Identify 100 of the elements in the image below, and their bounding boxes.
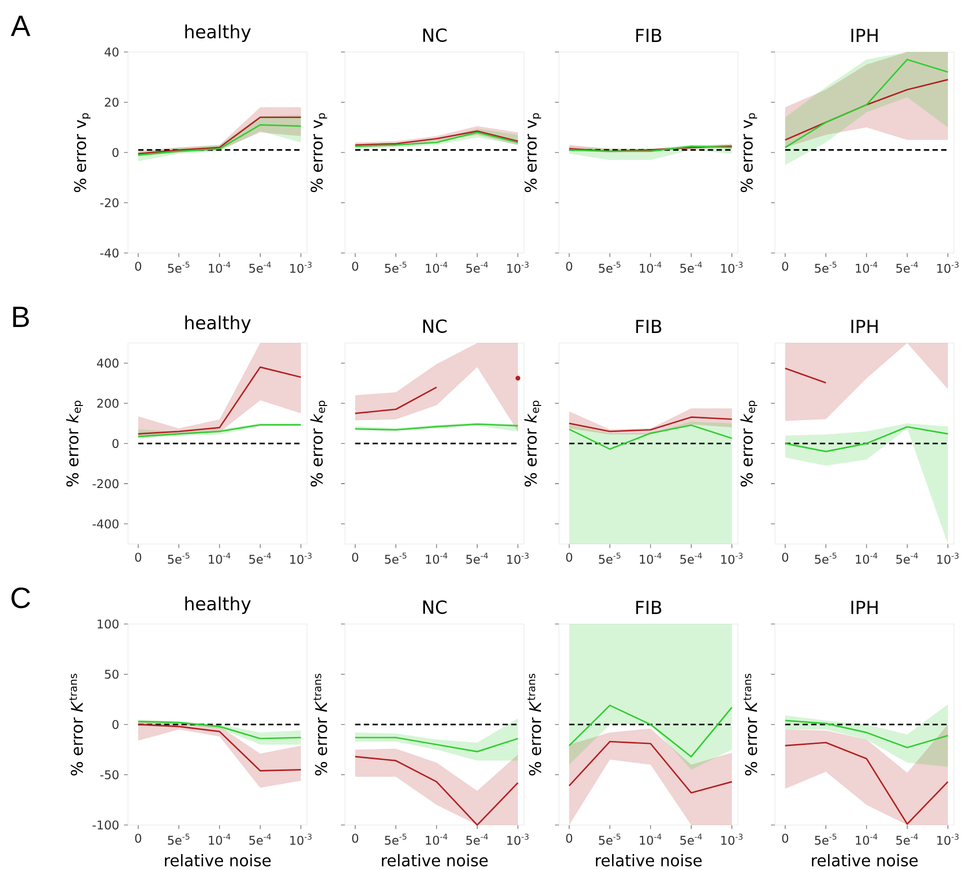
- x-tick-label: 5e$^{-4}$: [466, 552, 488, 564]
- x-tick-label: 10$^{-3}$: [507, 834, 529, 845]
- chart-title: NC: [423, 600, 447, 614]
- line-series: [137, 124, 302, 156]
- x-tick-label: 10$^{-3}$: [937, 262, 959, 273]
- x-tick-label: 10$^{-3}$: [721, 834, 743, 845]
- y-tick-label: -40: [100, 248, 118, 258]
- x-tick-label: 0: [782, 834, 788, 843]
- chart-title: IPH: [851, 320, 878, 333]
- x-tick-label: 0: [782, 552, 788, 562]
- y-axis-title: % error K$^{trans}$: [528, 674, 542, 776]
- x-tick-label: 5e$^{-5}$: [814, 834, 836, 845]
- text: C: [12, 587, 30, 608]
- x-tick-label: 5e$^{-4}$: [896, 552, 918, 564]
- chart-title: healthy: [185, 316, 251, 333]
- x-tick-label: 0: [566, 552, 572, 562]
- x-tick-label: 0: [566, 834, 572, 843]
- x-tick-label: 10$^{-4}$: [208, 834, 230, 845]
- x-tick-label: 5e$^{-5}$: [168, 262, 190, 273]
- line-series: [137, 116, 302, 154]
- line-series: [137, 720, 302, 740]
- x-tick-label: 10$^{-4}$: [640, 552, 662, 564]
- chart-title: NC: [423, 319, 447, 333]
- chart-title: NC: [423, 28, 447, 42]
- x-tick-label: 10$^{-3}$: [290, 552, 312, 564]
- chart-title: IPH: [851, 600, 878, 614]
- x-tick-label: 10$^{-3}$: [937, 834, 959, 845]
- y-tick-label: 40: [104, 47, 118, 57]
- y-tick-label: 50: [104, 670, 118, 679]
- y-tick-label: 200: [97, 398, 118, 408]
- y-tick-label: 0: [112, 720, 118, 730]
- x-tick-label: 0: [782, 262, 788, 271]
- y-axis-title: % error v$_{p}$: [524, 113, 542, 192]
- y-axis-title: % error v$_{p}$: [740, 113, 758, 192]
- line-series: [137, 366, 302, 435]
- x-tick-label: 0: [352, 834, 358, 843]
- x-tick-label: 5e$^{-5}$: [168, 552, 190, 564]
- y-tick-label: 400: [96, 358, 118, 368]
- x-tick-label: 5e$^{-5}$: [384, 262, 406, 273]
- x-tick-label: 5e$^{-4}$: [896, 834, 918, 845]
- x-tick-label: 10$^{-3}$: [937, 552, 959, 564]
- x-tick-label: 10$^{-3}$: [290, 262, 312, 273]
- text: A: [10, 16, 30, 36]
- x-tick-label: 10$^{-3}$: [290, 834, 312, 845]
- x-tick-label: 10$^{-4}$: [856, 262, 878, 273]
- x-tick-label: 5e$^{-5}$: [598, 552, 620, 564]
- y-axis-title: % error k$_{ep}$: [740, 400, 758, 487]
- x-tick-label: 5e$^{-5}$: [814, 262, 836, 273]
- x-tick-label: 5e$^{-4}$: [466, 262, 488, 273]
- x-axis-title: relative noise: [812, 854, 918, 866]
- x-tick-label: 0: [352, 552, 358, 562]
- x-tick-label: 5e$^{-4}$: [249, 262, 271, 273]
- x-axis-title: relative noise: [382, 854, 488, 866]
- x-tick-label: 0: [566, 262, 572, 271]
- y-tick-label: -400: [92, 519, 118, 528]
- x-tick-label: 10$^{-3}$: [507, 262, 529, 273]
- y-tick-label: 100: [98, 619, 118, 629]
- chart-title: FIB: [636, 320, 662, 333]
- y-axis-title: % error K$^{trans}$: [744, 674, 758, 776]
- x-tick-label: 5e$^{-4}$: [249, 552, 271, 564]
- y-tick-label: 0: [112, 148, 118, 158]
- y-axis-title: % error k$_{ep}$: [524, 400, 542, 487]
- x-tick-label: 5e$^{-5}$: [384, 834, 406, 845]
- x-tick-label: 5e$^{-5}$: [384, 552, 406, 564]
- x-tick-label: 5e$^{-4}$: [896, 262, 918, 273]
- x-tick-label: 10$^{-4}$: [426, 262, 448, 273]
- x-tick-label: 10$^{-3}$: [721, 552, 743, 564]
- chart-title: healthy: [185, 596, 251, 614]
- x-tick-label: 5e$^{-5}$: [814, 552, 836, 564]
- text: B: [13, 306, 29, 327]
- x-axis-title: relative noise: [164, 854, 271, 866]
- y-axis-title: % error k$_{ep}$: [66, 400, 83, 487]
- x-tick-label: 10$^{-4}$: [856, 552, 878, 564]
- y-tick-label: -200: [92, 479, 118, 488]
- x-tick-label: 0: [352, 262, 358, 271]
- x-tick-label: 0: [135, 834, 142, 843]
- x-tick-label: 5e$^{-5}$: [598, 834, 620, 845]
- x-tick-label: 10$^{-4}$: [208, 262, 230, 273]
- chart-title: FIB: [636, 28, 662, 42]
- y-tick-label: 0: [112, 438, 118, 448]
- y-axis-title: % error k$_{ep}$: [310, 400, 328, 487]
- chart-title: healthy: [185, 24, 251, 42]
- y-axis-title: % error K$^{trans}$: [69, 674, 83, 776]
- chart-title: IPH: [851, 28, 878, 42]
- x-tick-label: 10$^{-4}$: [856, 834, 878, 845]
- y-tick-label: 20: [104, 98, 118, 107]
- x-tick-label: 0: [135, 262, 142, 271]
- x-tick-label: 10$^{-4}$: [640, 262, 662, 273]
- y-tick-label: -20: [100, 198, 118, 208]
- chart-title: FIB: [636, 600, 662, 614]
- x-tick-label: 10$^{-4}$: [208, 552, 230, 564]
- x-tick-label: 5e$^{-4}$: [680, 834, 702, 845]
- x-tick-label: 5e$^{-4}$: [466, 834, 488, 845]
- line-series: [137, 724, 302, 772]
- x-tick-label: 5e$^{-5}$: [168, 834, 190, 845]
- y-axis-title: % error K$^{trans}$: [314, 674, 328, 776]
- y-tick-label: -50: [100, 770, 118, 780]
- x-tick-label: 10$^{-3}$: [507, 552, 529, 564]
- x-axis-title: relative noise: [596, 854, 702, 866]
- x-tick-label: 10$^{-4}$: [426, 834, 448, 845]
